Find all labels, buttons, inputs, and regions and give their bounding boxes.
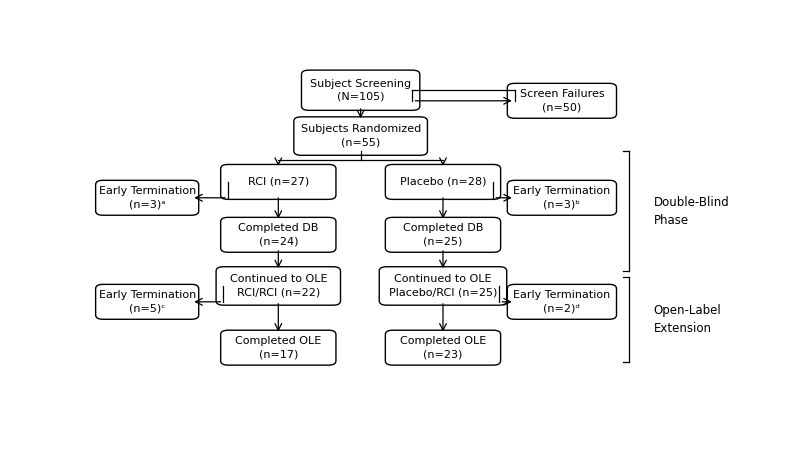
FancyBboxPatch shape — [508, 180, 616, 215]
FancyBboxPatch shape — [386, 330, 501, 365]
FancyBboxPatch shape — [294, 117, 427, 155]
Text: Early Termination
(n=2)ᵈ: Early Termination (n=2)ᵈ — [513, 290, 611, 313]
FancyBboxPatch shape — [220, 330, 336, 365]
FancyBboxPatch shape — [301, 70, 419, 110]
Text: Early Termination
(n=3)ᵃ: Early Termination (n=3)ᵃ — [98, 186, 196, 209]
Text: Subjects Randomized
(n=55): Subjects Randomized (n=55) — [301, 125, 421, 147]
FancyBboxPatch shape — [386, 164, 501, 199]
FancyBboxPatch shape — [220, 164, 336, 199]
Text: Screen Failures
(n=50): Screen Failures (n=50) — [519, 89, 604, 112]
Text: Placebo (n=28): Placebo (n=28) — [400, 177, 486, 187]
Text: Completed OLE
(n=17): Completed OLE (n=17) — [235, 336, 321, 359]
Text: Double-Blind
Phase: Double-Blind Phase — [653, 196, 730, 227]
FancyBboxPatch shape — [220, 218, 336, 252]
FancyBboxPatch shape — [96, 284, 198, 319]
FancyBboxPatch shape — [96, 180, 198, 215]
FancyBboxPatch shape — [386, 218, 501, 252]
Text: Open-Label
Extension: Open-Label Extension — [653, 304, 721, 335]
Text: Completed OLE
(n=23): Completed OLE (n=23) — [400, 336, 486, 359]
FancyBboxPatch shape — [508, 83, 616, 118]
Text: Early Termination
(n=3)ᵇ: Early Termination (n=3)ᵇ — [513, 186, 611, 209]
Text: Early Termination
(n=5)ᶜ: Early Termination (n=5)ᶜ — [98, 290, 196, 313]
Text: RCI (n=27): RCI (n=27) — [248, 177, 309, 187]
Text: Completed DB
(n=25): Completed DB (n=25) — [403, 223, 483, 246]
Text: Continued to OLE
RCI/RCI (n=22): Continued to OLE RCI/RCI (n=22) — [230, 274, 327, 298]
Text: Subject Screening
(N=105): Subject Screening (N=105) — [310, 79, 411, 102]
FancyBboxPatch shape — [379, 267, 507, 305]
FancyBboxPatch shape — [216, 267, 341, 305]
FancyBboxPatch shape — [508, 284, 616, 319]
Text: Continued to OLE
Placebo/RCI (n=25): Continued to OLE Placebo/RCI (n=25) — [389, 274, 497, 298]
Text: Completed DB
(n=24): Completed DB (n=24) — [238, 223, 319, 246]
